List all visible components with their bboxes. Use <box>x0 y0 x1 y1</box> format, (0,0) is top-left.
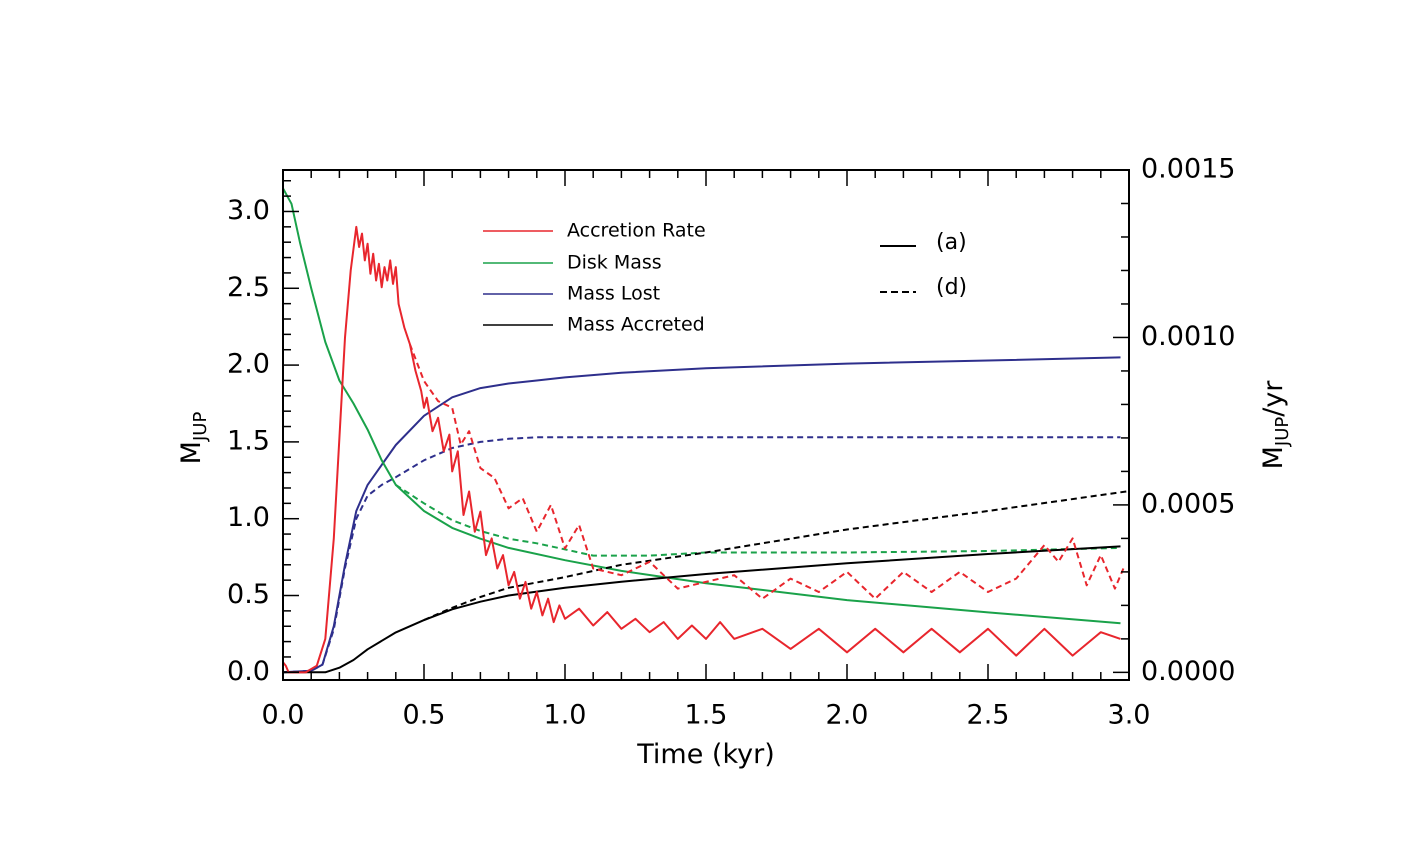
x-axis-title: Time (kyr) <box>636 739 774 770</box>
legend-label-accretion-rate: Accretion Rate <box>567 220 706 242</box>
x-tick-label: 0.0 <box>262 700 305 731</box>
x-tick-label: 3.0 <box>1108 700 1151 731</box>
y-right-tick-label: 0.0005 <box>1141 488 1235 519</box>
y-axis-left-title: MJUP <box>176 412 211 465</box>
legend: Accretion Rate Disk Mass Mass Lost Mass … <box>483 220 967 336</box>
legend-label-model-d: (d) <box>936 275 967 300</box>
x-tick-label: 0.5 <box>403 700 446 731</box>
y-left-tick-label: 1.5 <box>227 425 270 456</box>
x-tick-label: 1.5 <box>685 700 728 731</box>
y-left-title-main: M <box>176 441 207 464</box>
axis-ticks: 0.0 0.5 1.0 1.5 2.0 2.5 3.0 0.0 0.5 1.0 1.5 2.0 2.5 3… <box>227 154 1235 731</box>
x-tick-label: 1.0 <box>544 700 587 731</box>
plot-content <box>282 187 1130 674</box>
series-line-disk-mass-a <box>282 187 1121 625</box>
series-line-mass-lost-d <box>282 436 1121 674</box>
legend-label-disk-mass: Disk Mass <box>567 252 662 274</box>
y-axis-right-title: MJUP/yr <box>1258 380 1293 470</box>
x-tick-label: 2.0 <box>826 700 869 731</box>
y-right-title-main: M <box>1258 446 1289 469</box>
series-line-mass-accreted-d <box>423 490 1130 622</box>
y-right-tick-label: 0.0015 <box>1141 154 1235 185</box>
y-left-tick-label: 2.5 <box>227 272 270 303</box>
legend-label-mass-accreted: Mass Accreted <box>567 314 705 336</box>
y-left-tick-label: 1.0 <box>227 502 270 533</box>
y-left-tick-label: 2.0 <box>227 349 270 380</box>
y-right-tick-label: 0.0000 <box>1141 656 1235 687</box>
legend-label-model-a: (a) <box>936 230 967 255</box>
series-line-accretion-rate-a <box>282 225 1121 674</box>
legend-label-mass-lost: Mass Lost <box>567 283 660 305</box>
plot-frame <box>282 169 1130 681</box>
series-line-accretion-rate-d <box>408 343 1125 600</box>
x-tick-label: 2.5 <box>967 700 1010 731</box>
y-left-tick-label: 3.0 <box>227 195 270 226</box>
y-right-title-sub: JUP <box>1272 417 1293 447</box>
series-line-mass-accreted-a <box>283 545 1121 674</box>
y-right-title-suffix: /yr <box>1258 380 1289 417</box>
series-line-mass-lost-a <box>282 356 1121 674</box>
y-left-title-sub: JUP <box>190 412 211 442</box>
y-left-tick-label: 0.0 <box>227 656 270 687</box>
y-right-tick-label: 0.0010 <box>1141 321 1235 352</box>
y-left-tick-label: 0.5 <box>227 579 270 610</box>
